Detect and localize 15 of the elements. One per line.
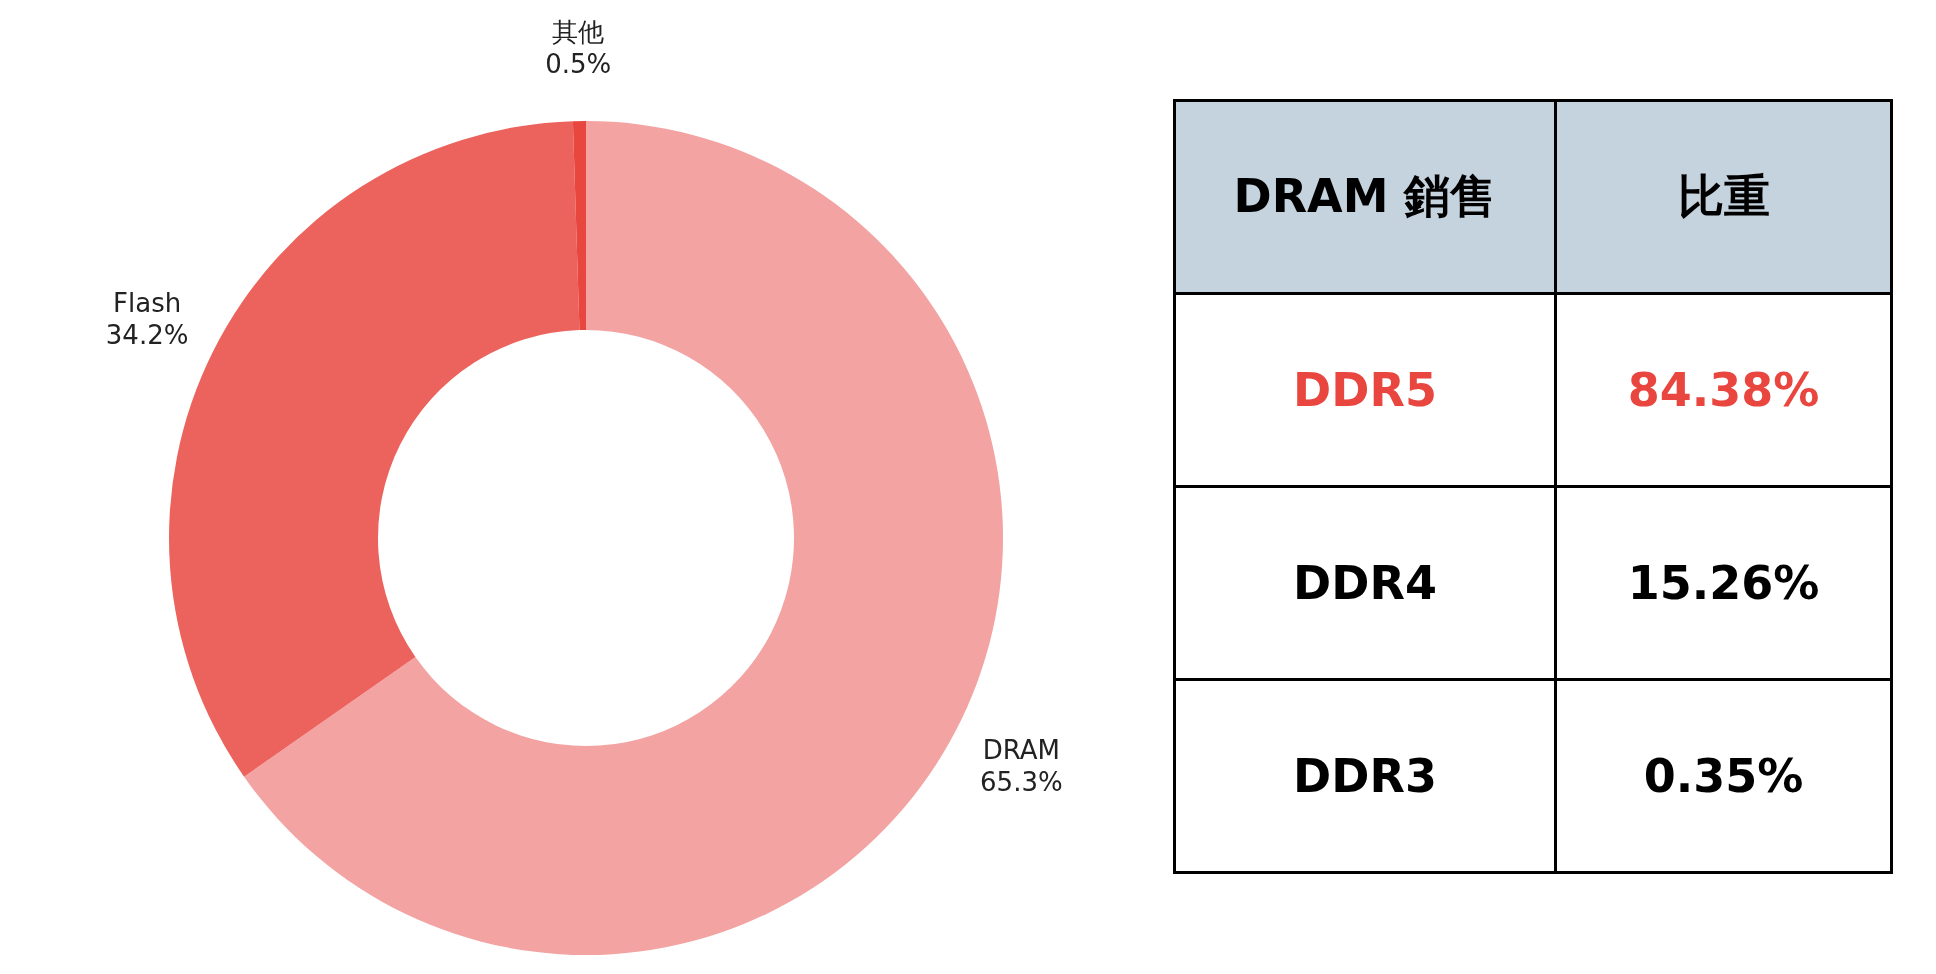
data-label: 65.3%	[980, 767, 1063, 798]
category-label: DDR4	[1174, 486, 1556, 680]
donut-slice	[572, 121, 586, 331]
slice-label: DRAM	[982, 735, 1060, 766]
text: DRAM 銷售	[1174, 100, 1556, 294]
data-label: 34.2%	[105, 319, 189, 350]
slice-label: Flash	[113, 287, 182, 318]
category-label: DDR5	[1174, 293, 1556, 487]
slice-label: 其他	[552, 17, 605, 48]
data-label: 0.5%	[545, 49, 612, 80]
text: 84.38%	[1627, 363, 1820, 417]
text: 0.35%	[1643, 749, 1804, 803]
category-label: DDR3	[1174, 679, 1556, 873]
text: 15.26%	[1627, 556, 1820, 610]
text: 比重	[1555, 100, 1892, 294]
